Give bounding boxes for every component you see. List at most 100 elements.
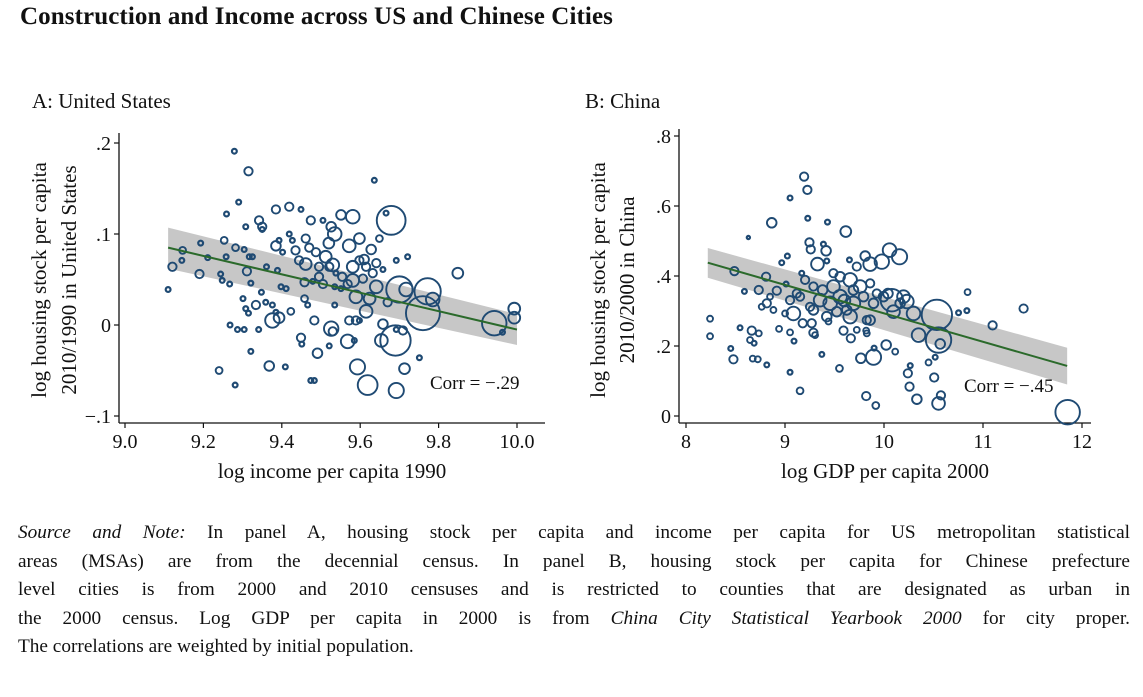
y-axis-label-line: 2010/1990 in United States [57, 165, 81, 394]
data-point [286, 307, 296, 316]
data-point [871, 288, 882, 299]
data-point [864, 314, 876, 326]
note-line-1: Source and Note: In panel A, housing sto… [18, 519, 1130, 548]
data-point [754, 329, 763, 338]
data-point [880, 339, 892, 351]
data-point [1018, 303, 1029, 314]
data-point [319, 216, 327, 224]
fit-line [707, 261, 1068, 367]
data-point [226, 321, 234, 329]
data-point [804, 301, 816, 312]
data-point [798, 269, 806, 277]
data-point [791, 288, 802, 299]
data-point [285, 230, 293, 238]
data-point [404, 253, 412, 261]
y-tick-label: 0 [661, 406, 671, 428]
y-tick-label: .6 [656, 196, 671, 218]
x-tick-label: 9.0 [113, 431, 138, 453]
data-point [272, 308, 280, 316]
y-tick-label: .1 [96, 224, 111, 246]
data-point [367, 268, 378, 279]
data-point [781, 309, 789, 318]
data-point [765, 217, 778, 229]
data-point [371, 258, 382, 269]
y-tick-label: .4 [656, 266, 671, 288]
data-point [862, 329, 871, 338]
data-point [871, 401, 881, 410]
data-point [230, 147, 238, 155]
data-point [404, 295, 441, 332]
data-point [234, 326, 242, 334]
data-point [262, 298, 270, 306]
panel-title: A: United States [32, 89, 171, 113]
data-point [350, 315, 361, 326]
data-point [240, 326, 248, 334]
data-point [226, 280, 234, 288]
data-point [358, 304, 374, 319]
data-point [344, 315, 355, 326]
data-point [297, 205, 305, 213]
data-point [281, 363, 289, 371]
data-point [164, 286, 172, 294]
source-note: Source and Note: In panel A, housing sto… [18, 519, 1130, 662]
data-point [304, 301, 312, 309]
data-point [1054, 398, 1081, 426]
data-point [242, 223, 250, 231]
note-line-2: areas (MSAs) are from the decennial cens… [18, 550, 1130, 572]
data-point [245, 253, 253, 261]
data-point [331, 301, 339, 309]
data-point [920, 298, 953, 331]
data-point [740, 287, 748, 295]
data-point [911, 393, 923, 405]
data-point [379, 324, 412, 357]
data-point [300, 294, 309, 303]
data-point [337, 271, 348, 282]
data-point [214, 366, 224, 375]
data-point [355, 316, 363, 324]
note-text: for city proper. [961, 607, 1131, 629]
data-point [258, 225, 266, 233]
data-point [810, 256, 825, 272]
data-point [746, 325, 757, 336]
data-point [298, 340, 306, 348]
data-point [851, 261, 862, 272]
data-point [811, 331, 819, 340]
data-point [398, 281, 414, 298]
data-point [353, 232, 366, 245]
note-line-4: the 2000 census. Log GDP per capita in 2… [18, 605, 1130, 634]
data-point [247, 279, 255, 287]
note-text: the 2000 census. Log GDP per capita in 2… [18, 607, 611, 629]
data-point [270, 204, 282, 215]
data-point [894, 297, 906, 310]
data-point [243, 166, 254, 177]
data-point [808, 281, 819, 292]
data-point [771, 285, 782, 296]
data-point [244, 309, 252, 317]
data-point [783, 252, 791, 260]
data-point [861, 390, 872, 402]
data-point [753, 284, 764, 296]
data-point [790, 337, 798, 345]
data-point [906, 362, 914, 370]
data-point [223, 210, 231, 218]
data-point [362, 291, 377, 306]
data-point [924, 326, 953, 354]
data-point [313, 261, 325, 272]
data-point [345, 208, 361, 225]
data-point [424, 291, 441, 308]
data-point [290, 245, 301, 256]
data-point [178, 256, 186, 264]
data-point [368, 279, 384, 295]
data-point [778, 259, 786, 267]
data-point [305, 215, 316, 226]
data-point [322, 236, 336, 250]
data-point [263, 263, 271, 271]
data-point [867, 297, 880, 310]
data-point [896, 289, 911, 304]
y-axis-label-line: log housing stock per capita [27, 162, 51, 398]
data-point [348, 289, 364, 305]
fit-line [167, 246, 518, 331]
data-point [250, 299, 262, 311]
data-point [263, 360, 276, 372]
data-point [931, 353, 939, 361]
